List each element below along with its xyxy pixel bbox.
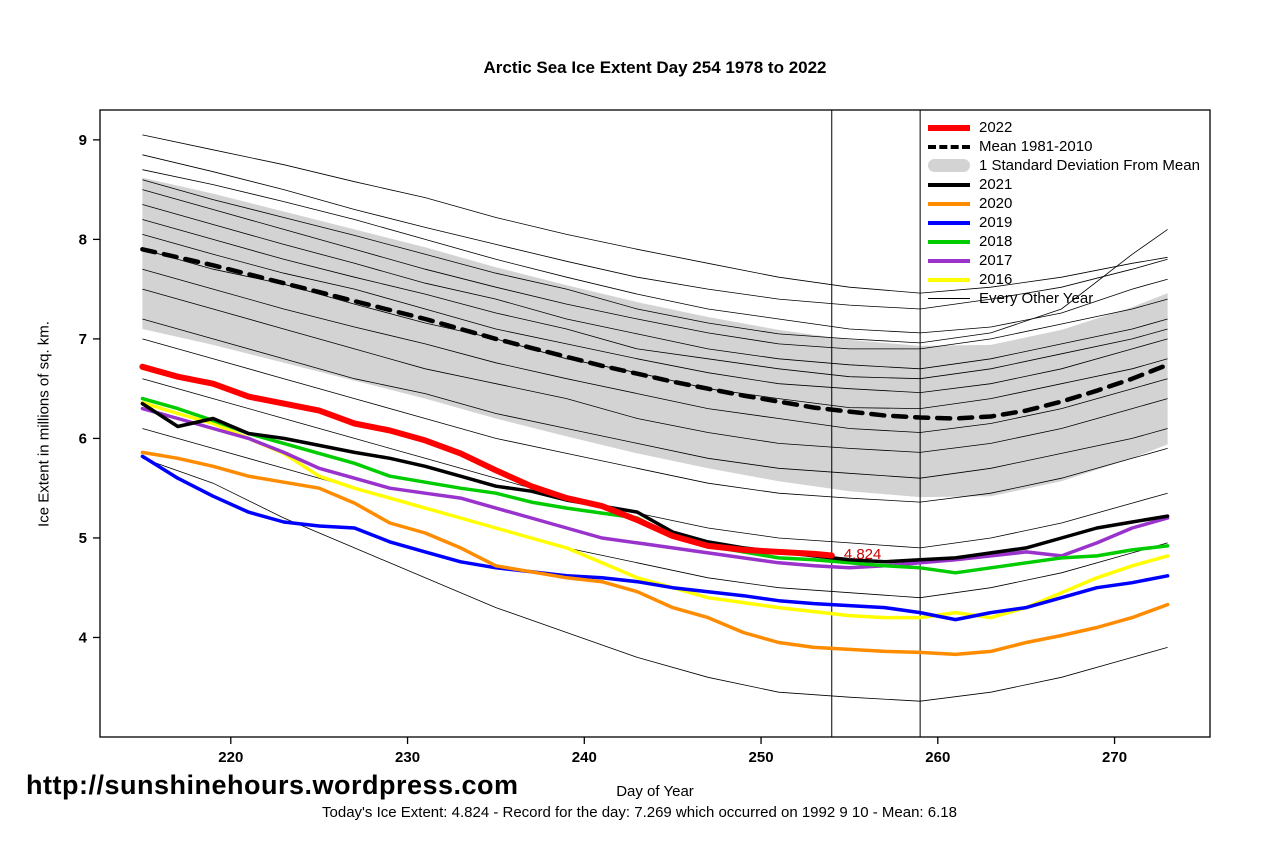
every-other-year-line-14: [142, 428, 1168, 599]
legend-swatch-dashed-icon: [928, 144, 970, 149]
legend: 2022 Mean 1981-2010 1 Standard Deviation F…: [928, 118, 1200, 308]
series-2022: [139, 363, 835, 559]
series-mean-1981-2010: [140, 247, 1170, 421]
plot-border: [99, 109, 1211, 738]
legend-label: 2019: [979, 214, 1013, 231]
every-other-year-line-7: [142, 234, 1168, 394]
legend-item-2019: 2019: [928, 213, 1200, 232]
y-tick-label: 9: [79, 132, 87, 149]
legend-item-2022: 2022: [928, 118, 1200, 137]
every-other-year-line-13: [142, 378, 1168, 549]
legend-label: Every Other Year: [979, 290, 1094, 307]
y-tick-label: 8: [79, 231, 87, 248]
legend-label: 2016: [979, 271, 1013, 288]
legend-label: 1 Standard Deviation From Mean: [979, 157, 1200, 174]
legend-label: 2018: [979, 233, 1013, 250]
series-2021: [140, 401, 1170, 564]
legend-item-2017: 2017: [928, 251, 1200, 270]
every-other-year-line-12: [142, 338, 1168, 503]
legend-label: 2020: [979, 195, 1013, 212]
x-tick-label: 270: [1102, 749, 1127, 766]
y-tick-label: 7: [79, 331, 87, 348]
y-tick-label: 5: [79, 530, 87, 547]
legend-item-2021: 2021: [928, 175, 1200, 194]
every-other-year-line-3: [142, 179, 1168, 344]
today-value-annotation: 4.824: [844, 546, 882, 563]
series-2020: [140, 450, 1170, 657]
legend-swatch-solid-icon: [928, 258, 970, 263]
footer-summary: Today's Ice Extent: 4.824 - Record for t…: [322, 804, 957, 821]
chart-title: Arctic Sea Ice Extent Day 254 1978 to 20…: [483, 58, 827, 77]
legend-item-2020: 2020: [928, 194, 1200, 213]
legend-label: Mean 1981-2010: [979, 138, 1093, 155]
y-tick-label: 6: [79, 430, 87, 447]
x-tick-label: 260: [925, 749, 950, 766]
every-other-year-line-15: [142, 457, 1168, 702]
every-other-year-line-5: [142, 204, 1168, 370]
legend-swatch-solid-icon: [928, 182, 970, 187]
series-2019: [140, 454, 1170, 622]
legend-swatch-solid-icon: [928, 277, 970, 282]
legend-swatch-solid-icon: [928, 201, 970, 206]
legend-swatch-solid-icon: [928, 239, 970, 244]
legend-swatch-thick-icon: [928, 124, 970, 131]
every-other-year-line-10: [142, 288, 1168, 453]
every-other-year-line-9: [142, 268, 1168, 433]
legend-label: 2022: [979, 119, 1013, 136]
every-other-year-line-1: [142, 154, 1168, 310]
legend-item-2016: 2016: [928, 270, 1200, 289]
legend-swatch-solid-icon: [928, 220, 970, 225]
legend-label: 2021: [979, 176, 1013, 193]
series-2017: [140, 406, 1170, 570]
legend-swatch-thin-icon: [928, 298, 970, 299]
legend-label: 2017: [979, 252, 1013, 269]
every-other-year-line-6: [142, 219, 1168, 380]
legend-item-every-other-year: Every Other Year: [928, 289, 1200, 308]
every-other-year-line-11: [142, 318, 1168, 479]
x-tick-label: 250: [749, 749, 774, 766]
legend-item-1-standard-deviation-from-mean: 1 Standard Deviation From Mean: [928, 156, 1200, 175]
x-tick-label: 230: [395, 749, 420, 766]
series-2016: [140, 400, 1170, 620]
legend-swatch-box-icon: [928, 159, 970, 172]
legend-item-2018: 2018: [928, 232, 1200, 251]
every-other-year-line-0: [142, 134, 1168, 294]
y-tick-label: 4: [79, 629, 88, 646]
x-tick-label: 220: [218, 749, 243, 766]
watermark-url: http://sunshinehours.wordpress.com: [26, 770, 519, 800]
every-other-year-line-2: [142, 169, 1168, 334]
x-axis-label: Day of Year: [616, 783, 694, 800]
legend-item-mean-1981-2010: Mean 1981-2010: [928, 137, 1200, 156]
x-tick-label: 240: [572, 749, 597, 766]
every-other-year-line-4: [142, 189, 1168, 350]
y-axis-label: Ice Extent in millions of sq. km.: [35, 321, 53, 527]
